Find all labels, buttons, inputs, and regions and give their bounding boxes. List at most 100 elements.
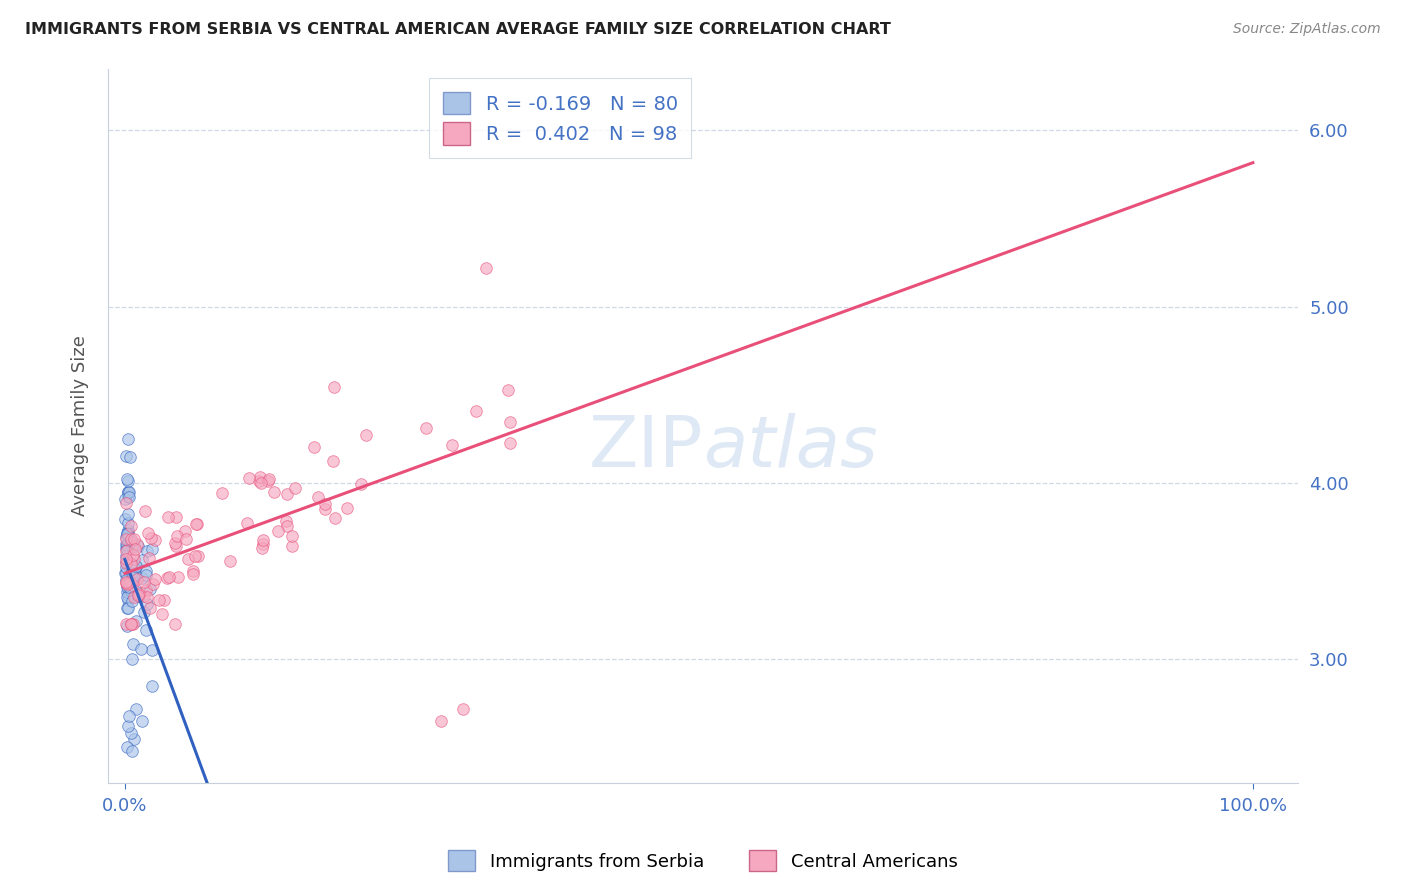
Point [115, 552, 138, 566]
Point [131, 553, 153, 567]
Point [117, 523, 139, 537]
Point [139, 531, 162, 545]
Point [120, 557, 142, 571]
Point [120, 584, 142, 599]
Point [218, 554, 240, 568]
Point [122, 637, 145, 651]
Point [415, 421, 437, 435]
Point [142, 577, 165, 591]
Point [124, 542, 146, 557]
Point [138, 551, 160, 566]
Point [165, 539, 187, 553]
Point [131, 571, 153, 585]
Point [121, 617, 143, 632]
Point [263, 484, 285, 499]
Point [302, 440, 325, 454]
Point [174, 524, 197, 538]
Point [115, 536, 138, 550]
Point [183, 564, 205, 578]
Point [252, 537, 274, 551]
Point [121, 652, 143, 666]
Point [441, 438, 464, 452]
Point [314, 502, 336, 516]
Point [117, 592, 139, 607]
Point [121, 568, 143, 582]
Point [350, 477, 373, 491]
Point [143, 533, 166, 547]
Point [429, 714, 451, 728]
Point [114, 566, 136, 581]
Point [453, 701, 475, 715]
Point [249, 475, 271, 490]
Point [121, 577, 143, 591]
Point [135, 590, 157, 604]
Point [124, 590, 146, 604]
Point [115, 574, 138, 589]
Point [134, 503, 156, 517]
Point [115, 532, 138, 546]
Point [117, 601, 139, 615]
Point [325, 511, 347, 525]
Point [117, 719, 139, 733]
Point [118, 580, 141, 594]
Point [322, 453, 344, 467]
Point [114, 559, 136, 574]
Point [115, 574, 138, 588]
Point [115, 575, 138, 590]
Point [117, 526, 139, 541]
Point [118, 571, 141, 585]
Point [117, 432, 139, 446]
Point [118, 450, 141, 464]
Point [122, 731, 145, 746]
Point [138, 582, 160, 596]
Point [120, 519, 142, 533]
Text: atlas: atlas [703, 412, 877, 482]
Point [117, 474, 139, 488]
Point [136, 525, 159, 540]
Point [124, 559, 146, 574]
Point [115, 566, 138, 581]
Point [131, 714, 153, 728]
Point [121, 594, 143, 608]
Point [127, 589, 149, 603]
Point [150, 607, 173, 622]
Point [122, 549, 145, 563]
Point [135, 564, 157, 578]
Point [117, 484, 139, 499]
Legend: R = -0.169   N = 80, R =  0.402   N = 98: R = -0.169 N = 80, R = 0.402 N = 98 [429, 78, 692, 158]
Point [475, 260, 498, 275]
Point [125, 615, 148, 629]
Point [125, 701, 148, 715]
Point [115, 557, 138, 571]
Point [211, 486, 233, 500]
Point [139, 601, 162, 615]
Point [115, 617, 138, 632]
Point [115, 549, 138, 564]
Point [141, 680, 163, 694]
Point [114, 555, 136, 569]
Point [120, 556, 142, 570]
Point [187, 549, 209, 563]
Point [125, 569, 148, 583]
Point [141, 642, 163, 657]
Point [354, 428, 377, 442]
Point [117, 489, 139, 503]
Point [135, 623, 157, 637]
Point [127, 588, 149, 602]
Point [115, 585, 138, 599]
Point [274, 514, 297, 528]
Text: Source: ZipAtlas.com: Source: ZipAtlas.com [1233, 22, 1381, 37]
Point [135, 567, 157, 582]
Point [117, 582, 139, 597]
Point [117, 588, 139, 602]
Point [118, 575, 141, 590]
Legend: Immigrants from Serbia, Central Americans: Immigrants from Serbia, Central American… [441, 843, 965, 879]
Point [141, 541, 163, 556]
Point [115, 450, 138, 464]
Point [129, 641, 152, 656]
Point [132, 574, 155, 589]
Point [143, 572, 166, 586]
Point [156, 571, 179, 585]
Point [284, 481, 307, 495]
Point [314, 497, 336, 511]
